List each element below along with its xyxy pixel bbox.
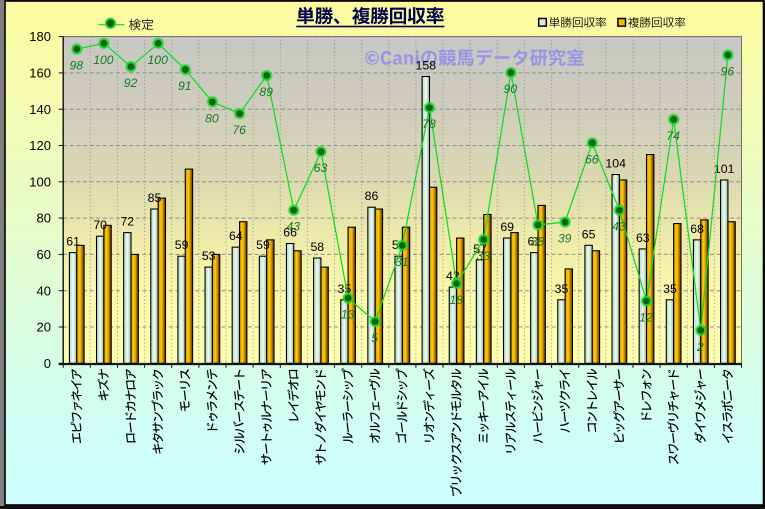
svg-text:100: 100 <box>29 174 51 189</box>
svg-text:89: 89 <box>259 85 273 99</box>
svg-text:2: 2 <box>696 340 704 354</box>
svg-text:40: 40 <box>37 283 51 298</box>
svg-text:60: 60 <box>37 247 51 262</box>
svg-text:39: 39 <box>558 232 572 246</box>
svg-text:64: 64 <box>229 229 243 243</box>
svg-text:180: 180 <box>29 29 51 44</box>
svg-text:20: 20 <box>37 320 51 335</box>
svg-text:12: 12 <box>639 311 653 325</box>
svg-text:33: 33 <box>476 249 490 263</box>
svg-text:69: 69 <box>500 220 514 234</box>
svg-text:160: 160 <box>29 66 51 81</box>
svg-text:120: 120 <box>29 138 51 153</box>
svg-text:140: 140 <box>29 102 51 117</box>
svg-text:80: 80 <box>37 211 51 226</box>
svg-text:74: 74 <box>666 129 680 143</box>
svg-text:59: 59 <box>256 238 270 252</box>
svg-text:70: 70 <box>93 218 107 232</box>
svg-text:68: 68 <box>690 222 704 236</box>
svg-text:18: 18 <box>449 293 463 307</box>
svg-text:86: 86 <box>365 189 379 203</box>
svg-text:80: 80 <box>205 111 219 125</box>
svg-text:72: 72 <box>120 215 134 229</box>
svg-text:100: 100 <box>148 53 169 67</box>
svg-text:78: 78 <box>422 117 436 131</box>
svg-text:96: 96 <box>721 65 735 79</box>
svg-text:66: 66 <box>283 226 297 240</box>
svg-text:35: 35 <box>555 282 569 296</box>
svg-text:76: 76 <box>232 123 246 137</box>
svg-text:38: 38 <box>531 234 545 248</box>
svg-text:92: 92 <box>124 76 138 90</box>
svg-text:85: 85 <box>148 191 162 205</box>
svg-text:58: 58 <box>310 240 324 254</box>
svg-text:63: 63 <box>314 161 328 175</box>
svg-text:53: 53 <box>202 249 216 263</box>
svg-text:57: 57 <box>473 242 487 256</box>
svg-text:35: 35 <box>338 282 352 296</box>
svg-text:31: 31 <box>395 255 409 269</box>
svg-text:0: 0 <box>44 356 51 371</box>
svg-text:61: 61 <box>66 235 80 249</box>
svg-text:59: 59 <box>175 238 189 252</box>
svg-text:43: 43 <box>612 220 626 234</box>
svg-text:101: 101 <box>714 162 735 176</box>
svg-text:43: 43 <box>287 220 301 234</box>
svg-text:63: 63 <box>636 231 650 245</box>
svg-text:66: 66 <box>585 152 599 166</box>
svg-text:61: 61 <box>527 235 541 249</box>
svg-text:90: 90 <box>504 82 518 96</box>
svg-text:35: 35 <box>663 282 677 296</box>
svg-text:158: 158 <box>416 59 437 73</box>
svg-text:5: 5 <box>371 331 378 345</box>
svg-text:104: 104 <box>605 157 626 171</box>
svg-text:91: 91 <box>178 79 192 93</box>
svg-text:65: 65 <box>582 227 596 241</box>
svg-text:13: 13 <box>341 308 355 322</box>
svg-text:98: 98 <box>70 59 84 73</box>
svg-text:100: 100 <box>93 53 114 67</box>
